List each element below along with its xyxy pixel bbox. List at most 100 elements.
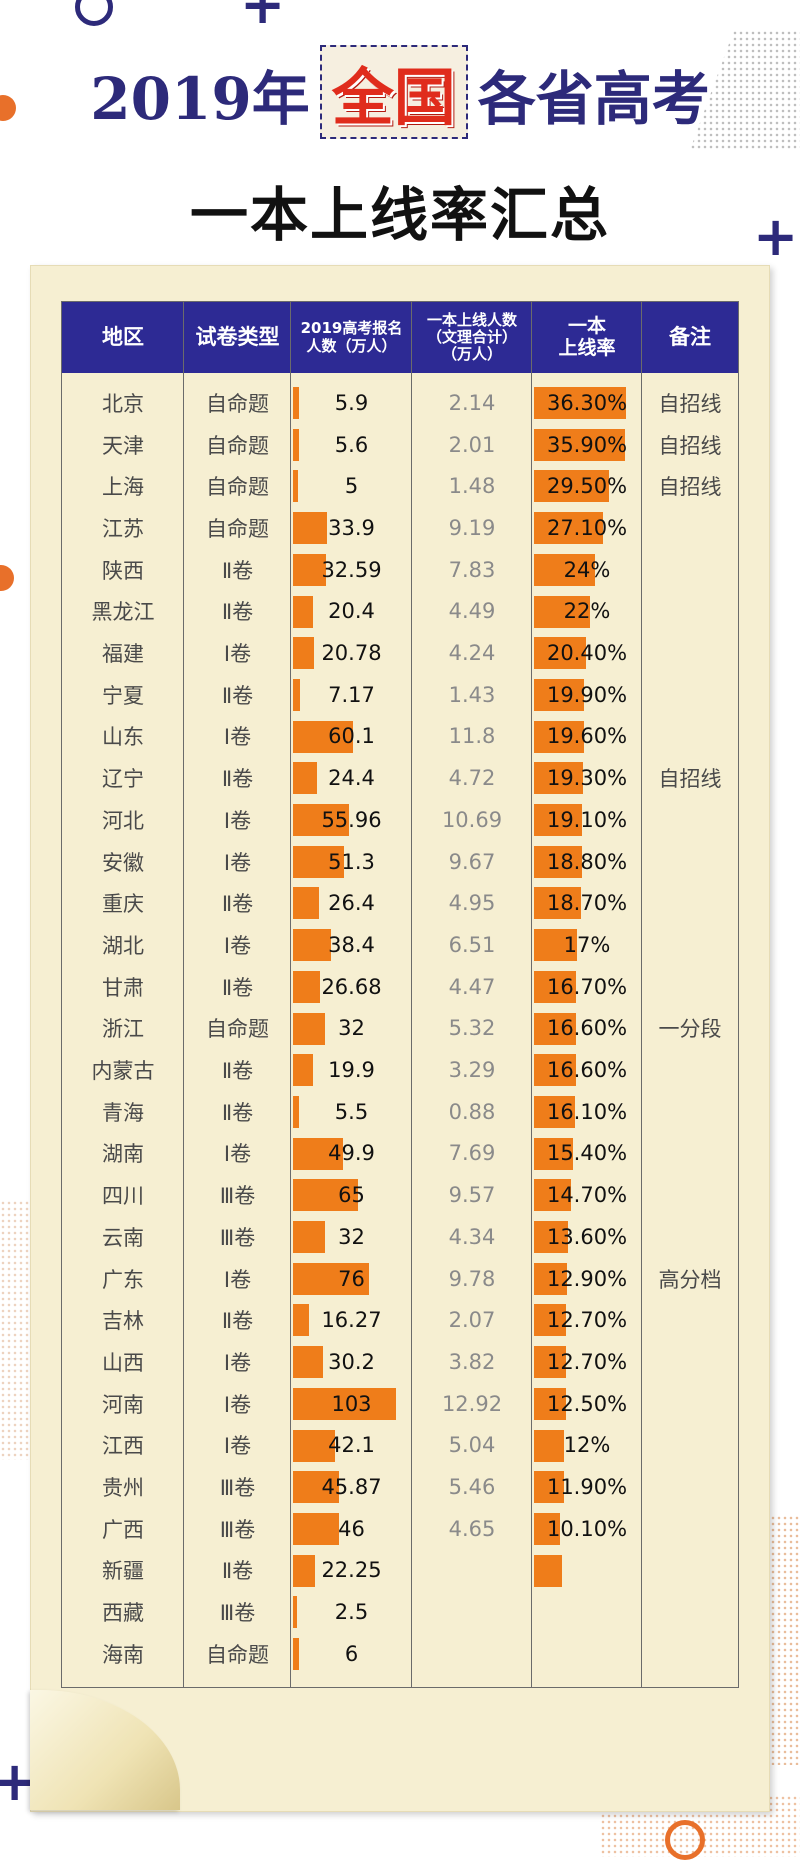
rate-bar — [534, 1221, 569, 1253]
region-cell-text: 新疆 — [102, 1559, 144, 1584]
rate-bar — [534, 1387, 566, 1420]
region-cell: 山西 — [62, 1341, 184, 1383]
rate-cell: 35.90% — [532, 424, 642, 466]
paper-type-cell: Ⅰ卷 — [184, 716, 291, 758]
region-cell: 黑龙江 — [62, 591, 184, 633]
registrants-bar — [293, 1638, 299, 1670]
region-cell: 北京 — [62, 382, 184, 424]
plus-icon: + — [240, 0, 286, 36]
rate-cell-text: 36.30% — [546, 390, 628, 415]
paper-type-cell-text: Ⅰ卷 — [223, 1142, 252, 1167]
registrants-bar — [293, 1429, 336, 1462]
rate-bar — [534, 1346, 567, 1379]
region-cell: 宁夏 — [62, 674, 184, 716]
passers-cell-text: 9.19 — [448, 515, 496, 540]
registrants-cell: 22.25 — [291, 1550, 412, 1592]
registrants-bar — [293, 595, 314, 628]
region-cell: 海南 — [62, 1633, 184, 1675]
passers-cell: 3.29 — [412, 1049, 532, 1091]
note-cell: 自招线 — [642, 424, 738, 466]
region-cell: 吉林 — [62, 1299, 184, 1341]
registrants-bar — [293, 1346, 324, 1379]
column-divider — [183, 302, 184, 1687]
region-cell: 上海 — [62, 465, 184, 507]
passers-cell — [412, 1550, 532, 1592]
paper-type-cell: 自命题 — [184, 424, 291, 466]
region-cell: 广东 — [62, 1258, 184, 1300]
region-cell-text: 广东 — [102, 1267, 144, 1292]
region-cell-text: 云南 — [102, 1225, 144, 1250]
rate-cell-text: 20.40% — [546, 641, 628, 666]
paper-type-cell: Ⅲ卷 — [184, 1216, 291, 1258]
registrants-bar — [293, 1471, 339, 1504]
table-row: 上海 自命题 5 1.48 29.50% 自招线 — [62, 465, 738, 507]
registrants-bar — [293, 553, 326, 586]
table-row: 北京 自命题 5.9 2.14 36.30% 自招线 — [62, 382, 738, 424]
paper-type-cell: Ⅱ卷 — [184, 674, 291, 716]
region-cell-text: 江苏 — [102, 516, 144, 541]
registrants-cell: 32 — [291, 1008, 412, 1050]
registrants-cell-text: 32 — [338, 1016, 365, 1041]
paper-type-cell-text: Ⅲ卷 — [219, 1601, 256, 1626]
rate-bar — [534, 720, 584, 753]
note-cell — [642, 549, 738, 591]
note-cell: 一分段 — [642, 1008, 738, 1050]
rate-cell-text: 12.70% — [546, 1349, 628, 1374]
table-row: 广西 Ⅲ卷 46 4.65 10.10% — [62, 1508, 738, 1550]
registrants-bar — [293, 1095, 299, 1128]
table-row: 西藏 Ⅲ卷 2.5 — [62, 1591, 738, 1633]
registrants-cell-text: 5 — [344, 474, 359, 499]
rate-bar — [534, 1012, 577, 1045]
table-row: 新疆 Ⅱ卷 22.25 — [62, 1550, 738, 1592]
region-cell: 江苏 — [62, 507, 184, 549]
paper-type-cell: Ⅱ卷 — [184, 549, 291, 591]
registrants-cell: 6 — [291, 1633, 412, 1675]
paper-type-cell-text: Ⅱ卷 — [221, 892, 254, 917]
paper-type-cell-text: Ⅱ卷 — [221, 558, 254, 583]
passers-cell: 2.14 — [412, 382, 532, 424]
region-cell: 西藏 — [62, 1591, 184, 1633]
registrants-cell: 42.1 — [291, 1425, 412, 1467]
rate-bar — [534, 804, 583, 836]
passers-cell-text: 5.46 — [448, 1475, 496, 1500]
region-cell-text: 湖北 — [102, 933, 144, 958]
rate-cell-text: 12.90% — [546, 1266, 628, 1291]
rate-bar — [534, 1137, 574, 1170]
paper-type-cell-text: 自命题 — [206, 391, 269, 416]
rate-cell: 12.90% — [532, 1258, 642, 1300]
registrants-cell-text: 22.25 — [321, 1558, 382, 1583]
paper-type-cell: Ⅰ卷 — [184, 841, 291, 883]
registrants-bar — [293, 1012, 325, 1045]
registrants-cell-text: 26.4 — [328, 891, 375, 916]
registrants-cell: 20.4 — [291, 591, 412, 633]
rate-cell-text: 16.60% — [546, 1016, 628, 1041]
note-cell: 高分档 — [642, 1258, 738, 1300]
registrants-cell-text: 20.78 — [321, 641, 382, 666]
rate-cell-text: 35.90% — [546, 432, 628, 457]
passers-cell-text: 11.8 — [448, 724, 496, 749]
registrants-bar — [293, 678, 301, 711]
passers-cell-text: 10.69 — [441, 807, 503, 832]
region-cell-text: 青海 — [102, 1100, 144, 1125]
note-cell — [642, 1550, 738, 1592]
registrants-bar — [293, 1262, 369, 1295]
registrants-cell-text: 46 — [338, 1516, 365, 1541]
registrants-cell-text: 32.59 — [321, 557, 382, 582]
registrants-cell-text: 20.4 — [328, 599, 375, 624]
table-row: 山东 Ⅰ卷 60.1 11.8 19.60% — [62, 716, 738, 758]
passers-cell: 10.69 — [412, 799, 532, 841]
table-row: 云南 Ⅲ卷 32 4.34 13.60% — [62, 1216, 738, 1258]
rate-cell-text: 29.50% — [546, 474, 628, 499]
passers-cell: 9.19 — [412, 507, 532, 549]
rate-cell: 19.30% — [532, 757, 642, 799]
rate-cell: 19.10% — [532, 799, 642, 841]
passers-cell-text: 2.07 — [448, 1308, 496, 1333]
header-rate: 一本 上线率 — [532, 302, 642, 373]
table-header: 地区 试卷类型 2019高考报名 人数（万人） 一本上线人数 （文理合计） （万… — [62, 302, 738, 373]
passers-cell-text: 5.04 — [448, 1433, 496, 1458]
table-row: 甘肃 Ⅱ卷 26.68 4.47 16.70% — [62, 966, 738, 1008]
table-row: 辽宁 Ⅱ卷 24.4 4.72 19.30% 自招线 — [62, 757, 738, 799]
header-rate-line2: 上线率 — [558, 336, 616, 359]
registrants-bar — [293, 512, 327, 545]
passers-cell: 7.69 — [412, 1133, 532, 1175]
